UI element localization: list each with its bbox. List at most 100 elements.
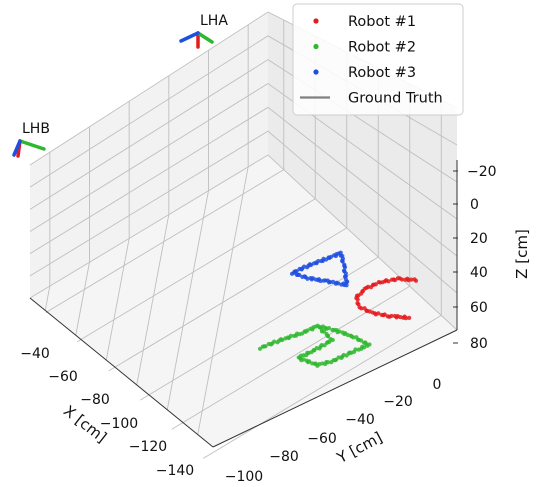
grid-line <box>29 154 458 331</box>
axis-lines <box>29 160 458 448</box>
grid-line <box>29 130 458 294</box>
z-tick-label: 80 <box>470 336 488 352</box>
data-point <box>288 333 294 338</box>
data-point <box>300 274 305 280</box>
z-tick-label: 40 <box>470 265 488 281</box>
data-point <box>338 250 343 255</box>
data-point <box>342 265 348 270</box>
data-point <box>308 275 313 281</box>
data-point <box>389 313 394 319</box>
data-point <box>257 346 263 351</box>
data-point <box>263 344 268 349</box>
lighthouse-lhb: LHB <box>12 121 50 158</box>
data-point <box>365 343 370 348</box>
grid-line <box>75 262 90 336</box>
data-point <box>305 328 310 333</box>
data-point <box>326 325 332 331</box>
data-point <box>359 306 364 311</box>
floor-pane <box>30 155 457 447</box>
lighthouse-axis <box>179 31 200 43</box>
legend-label: Robot #2 <box>348 40 416 56</box>
lighthouse-axis <box>196 31 214 44</box>
data-point <box>321 278 326 283</box>
series-robot-2 <box>257 323 372 368</box>
series-robot-1 <box>354 276 419 321</box>
y-axis-line <box>212 329 458 448</box>
z-tick-label: 60 <box>470 300 488 316</box>
grid-line <box>45 169 284 313</box>
grid-line <box>29 59 458 210</box>
legend-box <box>292 3 464 116</box>
lighthouse-lhb-label: LHB <box>22 121 50 137</box>
z-tick-label: −20 <box>467 164 497 180</box>
y-tick-label: −20 <box>383 394 413 410</box>
legend-label: Robot #3 <box>348 65 416 81</box>
data-point <box>359 338 364 343</box>
grid-line <box>77 198 316 343</box>
x-tick-label: −100 <box>100 416 138 432</box>
grid-line <box>29 106 458 257</box>
legend-label: Robot #1 <box>348 14 416 30</box>
data-point <box>382 312 387 317</box>
data-point <box>369 285 374 290</box>
data-point <box>356 347 361 352</box>
x-tick-label: −140 <box>156 463 194 479</box>
data-point <box>280 337 285 343</box>
legend-marker <box>313 69 319 75</box>
data-point <box>403 316 409 321</box>
data-series <box>257 250 419 368</box>
data-point <box>403 277 408 282</box>
data-point <box>324 331 329 337</box>
lighthouse-axis <box>12 139 22 157</box>
data-point <box>329 360 334 365</box>
data-point <box>318 325 323 330</box>
grid-line <box>197 166 249 435</box>
legend-marker <box>313 18 319 24</box>
data-point <box>412 277 417 282</box>
lighthouse-lha: LHA <box>179 13 228 49</box>
data-point <box>337 329 342 334</box>
x-tick-label: −60 <box>48 369 78 385</box>
data-point <box>316 258 321 264</box>
y-axis-label: Y [cm] <box>333 428 385 467</box>
data-point <box>376 311 381 316</box>
series-robot-3 <box>289 250 350 288</box>
z-tick-label: 20 <box>470 231 488 247</box>
grid-line <box>166 190 209 410</box>
lighthouse-axis <box>18 139 46 151</box>
data-point <box>351 335 356 340</box>
data-point <box>355 297 360 302</box>
grid-line <box>108 227 347 372</box>
z-tick-label: 0 <box>470 197 479 213</box>
y-tick-label: −60 <box>307 431 337 447</box>
legend-label: Ground Truth <box>348 91 443 107</box>
x-axis-line <box>29 297 214 448</box>
grid-line <box>140 256 379 401</box>
data-point <box>340 259 345 264</box>
grid-line <box>105 238 130 361</box>
lighthouse-markers: LHA LHB <box>12 13 228 158</box>
data-point <box>339 282 344 287</box>
grid-line <box>136 214 170 385</box>
tick-labels: −40−60−80−100−120−140 −100−80−60−40−200−2… <box>20 164 496 485</box>
z-axis-label: Z [cm] <box>513 229 531 279</box>
grid-line <box>203 315 442 459</box>
y-tick-label: −100 <box>225 469 263 485</box>
data-point <box>291 270 297 275</box>
data-point <box>328 336 333 342</box>
y-tick-label: 0 <box>433 377 442 393</box>
legend: Robot #1 Robot #2 Robot #3 Ground Truth <box>292 3 464 116</box>
lighthouse-lha-label: LHA <box>200 13 228 29</box>
x-tick-label: −40 <box>20 346 50 362</box>
x-tick-label: −80 <box>80 392 110 408</box>
data-point <box>376 279 381 285</box>
data-point <box>389 277 395 282</box>
y-tick-label: −80 <box>269 449 299 465</box>
x-tick-label: −120 <box>129 439 167 455</box>
y-tick-label: −40 <box>345 412 375 428</box>
data-point <box>272 339 277 344</box>
grid-line <box>44 286 51 311</box>
grid-line <box>29 82 458 232</box>
data-point <box>407 315 412 320</box>
